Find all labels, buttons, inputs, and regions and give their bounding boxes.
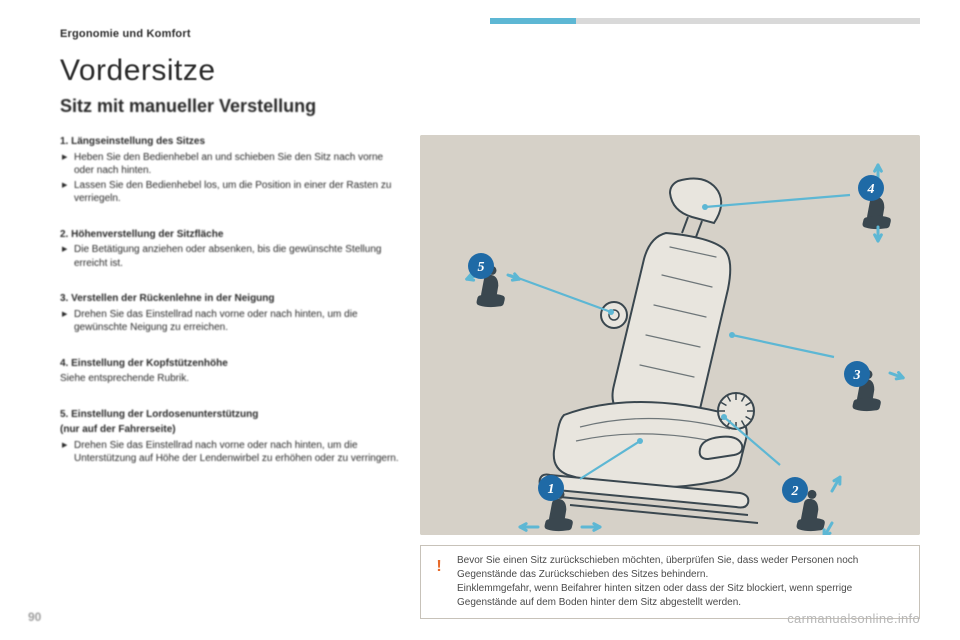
svg-text:1: 1 [548, 482, 555, 497]
item-body: Siehe entsprechende Rubrik. [60, 372, 400, 386]
item-bullet: Drehen Sie das Einstellrad nach vorne od… [60, 439, 400, 466]
item-bullet: Lassen Sie den Bedienhebel los, um die P… [60, 179, 400, 206]
page-number: 90 [28, 610, 41, 624]
warning-box: ! Bevor Sie einen Sitz zurückschieben mö… [420, 545, 920, 619]
page: Ergonomie und Komfort Vordersitze Sitz m… [0, 0, 960, 640]
warning-text-1: Bevor Sie einen Sitz zurückschieben möch… [457, 554, 909, 582]
svg-text:4: 4 [867, 182, 875, 197]
watermark: carmanualsonline.info [787, 611, 920, 626]
svg-text:2: 2 [791, 484, 799, 499]
section-label: Ergonomie und Komfort [60, 28, 920, 40]
item-2: 2. Höhenverstellung der Sitzfläche Die B… [60, 228, 400, 271]
item-bullet: Die Betätigung anziehen oder absenken, b… [60, 243, 400, 270]
item-head: 1. Längseinstellung des Sitzes [60, 135, 400, 149]
page-subtitle: Sitz mit manueller Verstellung [60, 96, 920, 117]
item-4: 4. Einstellung der Kopfstützenhöhe Siehe… [60, 357, 400, 386]
svg-text:5: 5 [478, 260, 485, 275]
seat-svg: 1 2 3 4 5 [420, 135, 920, 535]
item-1: 1. Längseinstellung des Sitzes Heben Sie… [60, 135, 400, 206]
item-head: 2. Höhenverstellung der Sitzfläche [60, 228, 400, 242]
svg-text:3: 3 [853, 368, 861, 383]
seat-illustration: 1 2 3 4 5 [420, 135, 920, 535]
warning-text-2: Einklemmgefahr, wenn Beifahrer hinten si… [457, 582, 909, 610]
figure-column: 1 2 3 4 5 ! Bevor Sie einen Sitz zurückschie… [420, 135, 920, 619]
item-head: 5. Einstellung der Lordosenunterstützung [60, 408, 400, 422]
item-3: 3. Verstellen der Rückenlehne in der Nei… [60, 292, 400, 335]
item-bullet: Heben Sie den Bedienhebel an und schiebe… [60, 151, 400, 178]
item-5: 5. Einstellung der Lordosenunterstützung… [60, 408, 400, 466]
item-head: 4. Einstellung der Kopfstützenhöhe [60, 357, 400, 371]
top-color-bar [490, 18, 920, 24]
page-title: Vordersitze [60, 54, 920, 88]
warning-icon: ! [431, 556, 447, 572]
instructions-column: 1. Längseinstellung des Sitzes Heben Sie… [60, 135, 400, 619]
item-subhead: (nur auf der Fahrerseite) [60, 423, 400, 437]
item-bullet: Drehen Sie das Einstellrad nach vorne od… [60, 308, 400, 335]
item-head: 3. Verstellen der Rückenlehne in der Nei… [60, 292, 400, 306]
content-row: 1. Längseinstellung des Sitzes Heben Sie… [60, 135, 920, 619]
